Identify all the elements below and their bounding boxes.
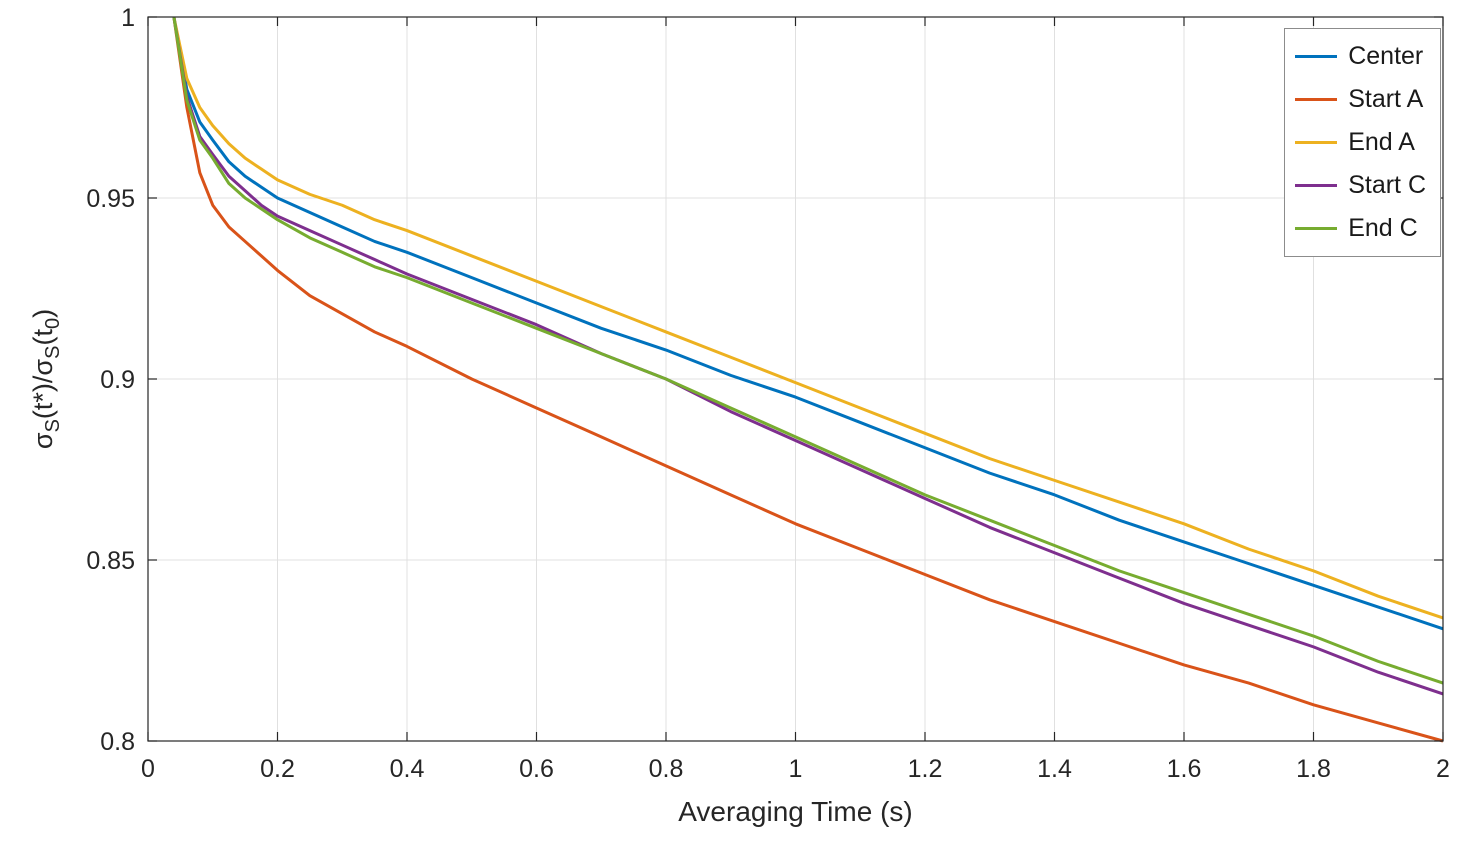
legend-line-swatch	[1295, 55, 1338, 58]
x-tick-label: 0.4	[390, 755, 425, 783]
x-tick-label: 1.8	[1296, 755, 1331, 783]
legend-label: Start A	[1348, 85, 1424, 113]
x-tick-label: 1.2	[908, 755, 943, 783]
chart-legend: Center Start A End A Start C End C	[1284, 28, 1441, 257]
x-tick-label: 1	[789, 755, 803, 783]
x-tick-label: 2	[1436, 755, 1450, 783]
y-tick-label: 1	[121, 4, 135, 32]
series-line-center	[172, 16, 1444, 631]
legend-entry-start-a: Start A	[1295, 78, 1426, 121]
x-tick-label: 1.6	[1167, 755, 1202, 783]
y-tick-label: 0.85	[86, 547, 135, 575]
y-axis-label: σS(t*)/σS(t0)	[28, 309, 64, 449]
legend-entry-start-c: Start C	[1295, 164, 1426, 207]
legend-label: End A	[1348, 128, 1415, 156]
series-line-start-c	[172, 16, 1444, 696]
legend-entry-end-a: End A	[1295, 121, 1426, 164]
legend-line-swatch	[1295, 227, 1338, 230]
y-tick-label: 0.8	[100, 728, 135, 756]
x-tick-label: 0.2	[260, 755, 295, 783]
x-tick-label: 0	[141, 755, 155, 783]
series-line-end-c	[172, 16, 1444, 685]
y-tick-label: 0.9	[100, 366, 135, 394]
series-line-end-a	[172, 16, 1444, 620]
legend-entry-end-c: End C	[1295, 207, 1426, 250]
x-tick-label: 0.8	[649, 755, 684, 783]
legend-label: Center	[1348, 42, 1424, 70]
legend-entry-center: Center	[1295, 35, 1426, 78]
series-line-start-a	[172, 16, 1444, 743]
x-tick-label: 1.4	[1037, 755, 1072, 783]
x-tick-label: 0.6	[519, 755, 554, 783]
legend-label: End C	[1348, 214, 1418, 242]
legend-line-swatch	[1295, 184, 1338, 187]
x-axis-label: Averaging Time (s)	[678, 796, 912, 827]
y-tick-label: 0.95	[86, 185, 135, 213]
legend-line-swatch	[1295, 98, 1338, 101]
legend-label: Start C	[1348, 171, 1426, 199]
legend-line-swatch	[1295, 141, 1338, 144]
